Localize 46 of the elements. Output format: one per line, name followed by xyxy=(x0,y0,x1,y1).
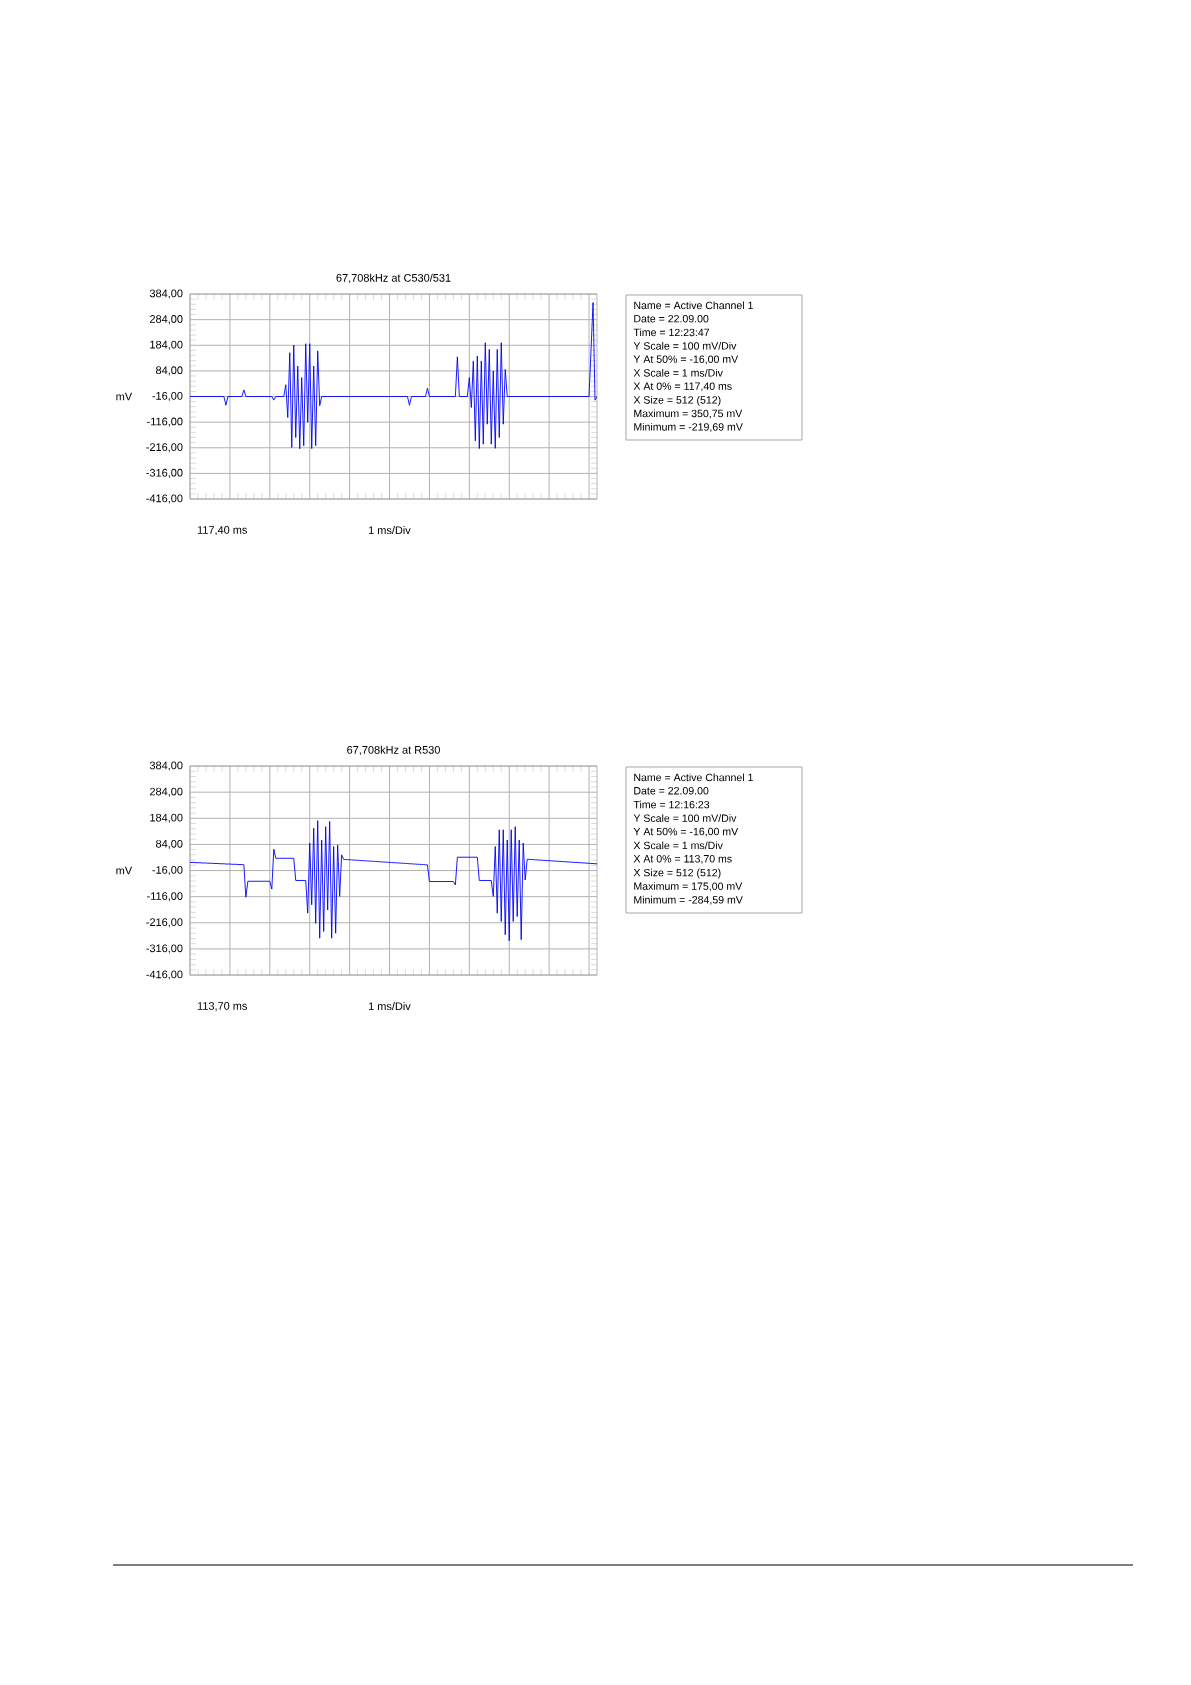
text: Name = Active Channel 1 xyxy=(634,301,753,310)
y-tick-label: 84,00 xyxy=(156,839,183,849)
y-tick-label: -216,00 xyxy=(146,918,183,928)
y-tick-label: -16,00 xyxy=(152,392,183,402)
y-tick-label: 384,00 xyxy=(149,289,183,299)
text: 1 ms/Div xyxy=(368,526,411,535)
y-tick-label: 284,00 xyxy=(150,787,183,797)
y-tick-label: -316,00 xyxy=(146,944,183,954)
text: X At 0% = 113,70 ms xyxy=(633,855,732,864)
y-tick-label: 184,00 xyxy=(150,340,183,350)
y-tick-label: -116,00 xyxy=(147,417,183,427)
text: Maximum = 350,75 mV xyxy=(634,409,743,419)
y-tick-label: -416,00 xyxy=(146,970,183,980)
y-tick-label: -416,00 xyxy=(146,494,183,504)
text: Y At 50% = -16,00 mV xyxy=(633,827,739,837)
y-tick-label: 284,00 xyxy=(150,315,183,325)
text: X Size = 512 (512) xyxy=(633,395,721,406)
text: 117,40 ms xyxy=(197,526,248,536)
text: Y Scale = 100 mV/Div xyxy=(633,814,737,822)
y-tick-label: 384,00 xyxy=(149,761,183,771)
text: Y Scale = 100 mV/Div xyxy=(633,341,737,350)
y-axis-title: mV xyxy=(116,392,133,401)
text: Maximum = 175,00 mV xyxy=(634,882,743,892)
text: 1 ms/Div xyxy=(368,1002,411,1011)
text: X At 0% = 117,40 ms xyxy=(633,382,732,392)
y-axis-title: mV xyxy=(116,866,133,875)
y-tick-label: -16,00 xyxy=(152,866,183,876)
y-tick-label: -316,00 xyxy=(146,468,183,478)
y-tick-label: 84,00 xyxy=(156,366,183,376)
y-tick-label: -216,00 xyxy=(146,443,183,453)
text: X Scale = 1 ms/Div xyxy=(633,841,723,850)
chart-title: 67,708kHz at C530/531 xyxy=(336,273,451,284)
text: Date = 22.09.00 xyxy=(634,314,709,323)
y-tick-label: 184,00 xyxy=(150,813,183,823)
text: Name = Active Channel 1 xyxy=(634,773,753,782)
text: 113,70 ms xyxy=(197,1002,248,1012)
text: Time = 12:16:23 xyxy=(633,800,710,809)
text: Minimum = -284,59 mV xyxy=(634,895,743,905)
chart-title: 67,708kHz at R530 xyxy=(347,745,440,756)
text: X Scale = 1 ms/Div xyxy=(633,368,723,377)
text: Y At 50% = -16,00 mV xyxy=(633,355,739,365)
y-tick-label: -116,00 xyxy=(147,892,183,902)
text: Date = 22.09.00 xyxy=(634,787,709,795)
text: Time = 12:23:47 xyxy=(633,328,710,337)
text: X Size = 512 (512) xyxy=(633,868,721,879)
text: Minimum = -219,69 mV xyxy=(634,422,743,432)
